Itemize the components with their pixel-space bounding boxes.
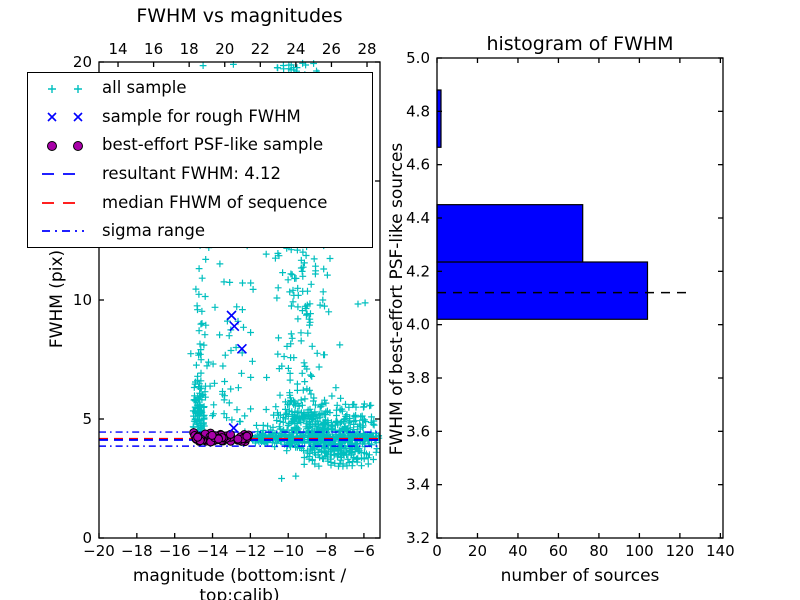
cross-legend-marker-icon <box>47 112 83 122</box>
right-ytick-label: 4.4 <box>406 209 430 227</box>
right-xtick-label: 20 <box>468 542 487 560</box>
left-top-xtick-label: 28 <box>357 40 376 58</box>
right-xtick-label: 0 <box>432 542 442 560</box>
left-xtick-label: −16 <box>159 542 191 560</box>
left-xtick-label: −14 <box>197 542 229 560</box>
histogram-bar <box>436 204 584 263</box>
right-plot <box>436 89 691 320</box>
left-ytick-label: 20 <box>73 53 92 71</box>
left-top-xtick-label: 16 <box>144 40 163 58</box>
left-ytick-label: 10 <box>73 291 92 309</box>
left-top-xtick-label: 24 <box>286 40 305 58</box>
histogram-bar <box>436 261 649 320</box>
left-xtick-label: −18 <box>121 542 153 560</box>
left-plot-xlabel: magnitude (bottom:isnt / top:calib) <box>132 566 347 600</box>
right-ytick-label: 4.8 <box>406 102 430 120</box>
right-ytick-label: 3.4 <box>406 476 430 494</box>
right-ytick-label: 3.6 <box>406 422 430 440</box>
left-plot <box>99 59 383 482</box>
right-xtick-label: 100 <box>625 542 654 560</box>
right-plot-title: histogram of FWHM <box>486 33 674 55</box>
right-ytick-label: 4.6 <box>406 156 430 174</box>
left-xtick-label: −12 <box>235 542 267 560</box>
right-xtick-label: 80 <box>589 542 608 560</box>
right-ytick-label: 4.0 <box>406 316 430 334</box>
right-plot-xlabel: number of sources <box>500 566 660 586</box>
right-ytick-label: 4.2 <box>406 262 430 280</box>
legend-item-label: sample for rough FWHM <box>102 106 301 126</box>
dashdot-line-legend-marker-icon <box>42 230 84 233</box>
right-plot-ylabel: FWHM of best-effort PSF-like sources <box>387 142 407 456</box>
dashed-line-legend-marker-icon <box>42 201 84 204</box>
legend-item-sample-for-rough-fwhm: sample for rough FWHM <box>36 104 372 130</box>
rough-fwhm-scatter <box>226 310 247 434</box>
dashed-line-legend-marker-icon <box>42 173 84 176</box>
right-xtick-label: 120 <box>666 542 695 560</box>
left-xtick-label: −10 <box>272 542 304 560</box>
right-ytick-label: 3.2 <box>406 529 430 547</box>
legend-item-all-sample: all sample <box>36 76 372 102</box>
legend-item-resultant-fwhm-4-12: resultant FWHM: 4.12 <box>36 161 372 187</box>
left-xtick-label: −20 <box>83 542 115 560</box>
circle-legend-marker-icon <box>47 140 83 151</box>
right-xtick-label: 60 <box>549 542 568 560</box>
legend-item-label: all sample <box>102 78 187 98</box>
left-xtick-label: −8 <box>315 542 337 560</box>
left-xtick-label: −6 <box>353 542 375 560</box>
legend-item-label: resultant FWHM: 4.12 <box>102 164 281 183</box>
legend-item-label: sigma range <box>102 221 206 241</box>
legend-item-label: median FHWM of sequence <box>102 192 328 212</box>
left-ytick-label: 0 <box>82 529 92 547</box>
legend: all sample sample for rough FWHM best-effo… <box>27 72 373 248</box>
psf-like-sample-scatter <box>189 428 253 447</box>
left-plot-title: FWHM vs magnitudes <box>136 5 343 27</box>
plus-legend-marker-icon <box>48 84 82 93</box>
right-xtick-label: 140 <box>706 542 735 560</box>
legend-item-best-effort-psf-like-sample: best-effort PSF-like sample <box>36 133 372 159</box>
right-xtick-label: 40 <box>508 542 527 560</box>
left-top-xtick-label: 20 <box>215 40 234 58</box>
left-top-xtick-label: 18 <box>180 40 199 58</box>
left-top-xtick-label: 26 <box>322 40 341 58</box>
right-ytick-label: 5.0 <box>406 49 430 67</box>
right-ytick-label: 3.8 <box>406 369 430 387</box>
legend-item-median-fhwm-of-sequence: median FHWM of sequence <box>36 190 372 216</box>
right-plot-spines <box>436 57 724 539</box>
left-ytick-label: 5 <box>82 410 92 428</box>
legend-item-sigma-range: sigma range <box>36 218 372 244</box>
legend-item-label: best-effort PSF-like sample <box>102 135 324 155</box>
left-top-xtick-label: 14 <box>108 40 127 58</box>
left-top-xtick-label: 22 <box>251 40 270 58</box>
